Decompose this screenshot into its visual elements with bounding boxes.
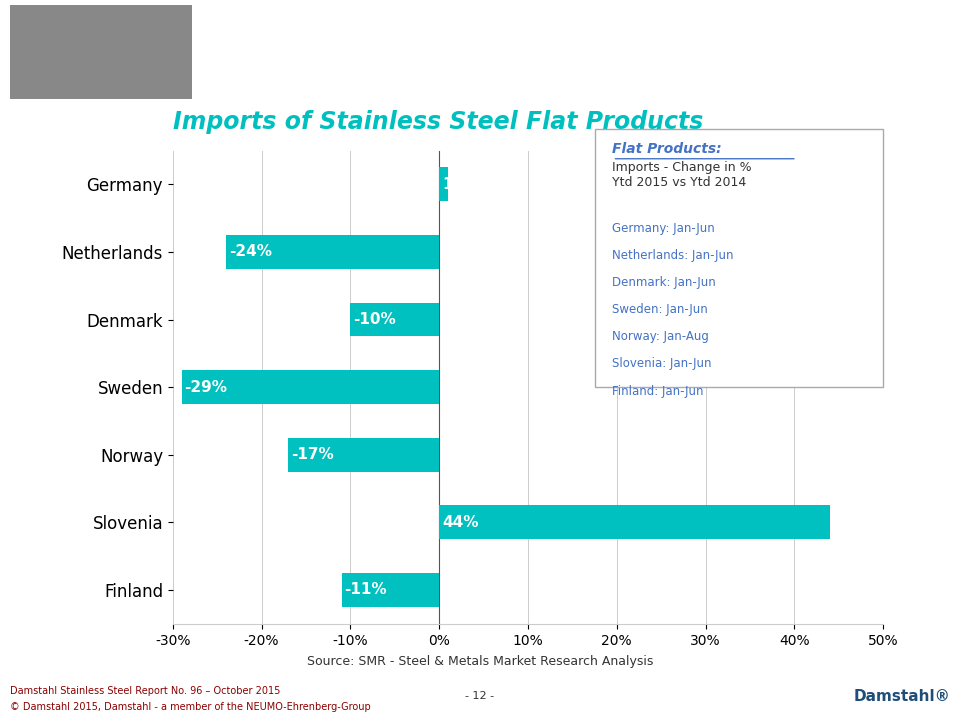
Bar — [288, 438, 439, 472]
Bar — [439, 505, 829, 539]
Text: Slovenia: Jan-Jun: Slovenia: Jan-Jun — [612, 358, 712, 371]
Text: tvåsiffriga nedgångar: tvåsiffriga nedgångar — [211, 77, 362, 93]
Text: - 12 -: - 12 - — [466, 691, 494, 701]
Text: © Damstahl 2015, Damstahl - a member of the NEUMO-Ehrenberg-Group: © Damstahl 2015, Damstahl - a member of … — [10, 703, 371, 713]
Bar — [181, 370, 439, 404]
Text: Netherlands: Jan-Jun: Netherlands: Jan-Jun — [612, 249, 734, 262]
Text: Source: SMR - Steel & Metals Market Research Analysis: Source: SMR - Steel & Metals Market Rese… — [307, 655, 653, 668]
Bar — [350, 303, 439, 336]
Bar — [342, 573, 439, 607]
Text: 44%: 44% — [442, 515, 478, 530]
Text: Germany: Jan-Jun: Germany: Jan-Jun — [612, 222, 715, 235]
FancyBboxPatch shape — [595, 129, 883, 387]
Text: Damstahl®: Damstahl® — [853, 689, 950, 703]
Text: -17%: -17% — [291, 447, 334, 462]
Bar — [226, 235, 439, 269]
FancyBboxPatch shape — [10, 5, 192, 99]
Text: Denmark: Jan-Jun: Denmark: Jan-Jun — [612, 276, 716, 289]
Text: Stark ökning i Slovenien, medan andra Damstahl-länder noterar: Stark ökning i Slovenien, medan andra Da… — [211, 48, 658, 62]
Text: Imports - Change in %
Ytd 2015 vs Ytd 2014: Imports - Change in % Ytd 2015 vs Ytd 20… — [612, 161, 752, 189]
Text: Damstahl-land – Platta produkter, import 2015 vs. 2014: Damstahl-land – Platta produkter, import… — [211, 19, 688, 34]
Text: -11%: -11% — [345, 582, 387, 597]
Text: Flat Products:: Flat Products: — [612, 142, 722, 156]
Text: Norway: Jan-Aug: Norway: Jan-Aug — [612, 331, 709, 343]
Text: Finland: Jan-Jun: Finland: Jan-Jun — [612, 384, 704, 398]
Text: -24%: -24% — [228, 244, 272, 260]
Text: -29%: -29% — [184, 380, 228, 394]
Text: Sweden: Jan-Jun: Sweden: Jan-Jun — [612, 303, 708, 316]
Text: -10%: -10% — [353, 312, 396, 327]
Bar — [439, 168, 448, 201]
Text: Imports of Stainless Steel Flat Products: Imports of Stainless Steel Flat Products — [173, 110, 703, 134]
Text: 1%: 1% — [442, 177, 468, 192]
Text: Damstahl Stainless Steel Report No. 96 – October 2015: Damstahl Stainless Steel Report No. 96 –… — [10, 685, 280, 695]
